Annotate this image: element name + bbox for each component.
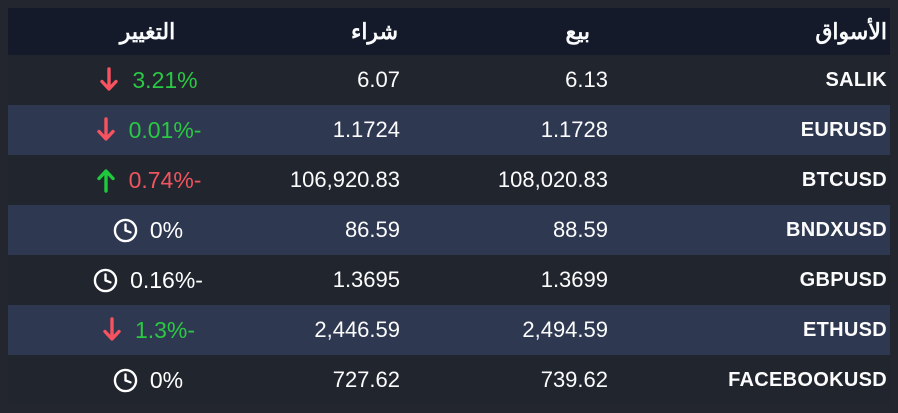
change-value: 0%: [149, 366, 184, 393]
change-value: 0%: [149, 216, 184, 243]
arrow-down-icon: [94, 116, 118, 144]
arrow-down-icon: [97, 66, 121, 94]
arrow-up-icon: [94, 166, 118, 194]
market-symbol: FACEBOOKUSD: [728, 368, 887, 391]
clock-icon: [112, 367, 139, 394]
market-symbol: SALIK: [825, 68, 887, 91]
buy-price: 727.62: [332, 367, 400, 392]
column-header-markets: الأسواق: [815, 18, 887, 44]
buy-price: 106,920.83: [289, 167, 400, 192]
change-cell: 0.74%-: [8, 166, 235, 194]
buy-price: 6.07: [357, 67, 400, 92]
market-row[interactable]: BNDXUSD 88.59 86.59 0%: [8, 205, 890, 255]
sell-price: 739.62: [540, 367, 608, 392]
sell-price: 88.59: [552, 217, 608, 242]
buy-price: 1.1724: [332, 117, 400, 142]
sell-price: 108,020.83: [497, 167, 608, 192]
change-value: 0.74%-: [128, 166, 202, 193]
change-cell: 0.01%-: [8, 116, 235, 144]
markets-table: الأسواق بيع شراء التغيير SALIK 6.13 6.07…: [8, 8, 890, 405]
column-header-change: التغيير: [119, 18, 176, 44]
market-row[interactable]: BTCUSD 108,020.83 106,920.83 0.74%-: [8, 155, 890, 205]
clock-icon: [112, 217, 139, 244]
change-value: 3.21%: [132, 66, 198, 93]
sell-price: 2,494.59: [522, 317, 608, 342]
sell-price: 6.13: [565, 67, 608, 92]
table-header-row: الأسواق بيع شراء التغيير: [8, 8, 890, 55]
market-symbol: BTCUSD: [801, 168, 887, 191]
market-row[interactable]: SALIK 6.13 6.07 3.21%: [8, 55, 890, 105]
change-cell: 1.3%-: [8, 316, 235, 344]
buy-price: 1.3695: [332, 267, 400, 292]
market-row[interactable]: ETHUSD 2,494.59 2,446.59 1.3%-: [8, 305, 890, 355]
column-header-buy: شراء: [350, 18, 398, 44]
change-cell: 3.21%: [8, 66, 235, 94]
market-row[interactable]: FACEBOOKUSD 739.62 727.62 0%: [8, 355, 890, 405]
sell-price: 1.1728: [540, 117, 608, 142]
column-header-sell: بيع: [565, 18, 590, 44]
change-value: 0.01%-: [128, 116, 202, 143]
market-symbol: EURUSD: [800, 118, 887, 141]
change-value: 0.16%-: [130, 266, 203, 293]
change-cell: 0%: [8, 217, 235, 244]
buy-price: 2,446.59: [314, 317, 400, 342]
market-symbol: BNDXUSD: [786, 218, 887, 241]
clock-icon: [92, 267, 119, 294]
market-row[interactable]: GBPUSD 1.3699 1.3695 0.16%-: [8, 255, 890, 305]
buy-price: 86.59: [344, 217, 400, 242]
market-symbol: GBPUSD: [799, 268, 887, 291]
market-row[interactable]: EURUSD 1.1728 1.1724 0.01%-: [8, 105, 890, 155]
arrow-down-icon: [100, 316, 124, 344]
market-symbol: ETHUSD: [802, 318, 887, 341]
sell-price: 1.3699: [540, 267, 608, 292]
change-cell: 0.16%-: [8, 267, 235, 294]
change-cell: 0%: [8, 367, 235, 394]
change-value: 1.3%-: [134, 316, 196, 343]
